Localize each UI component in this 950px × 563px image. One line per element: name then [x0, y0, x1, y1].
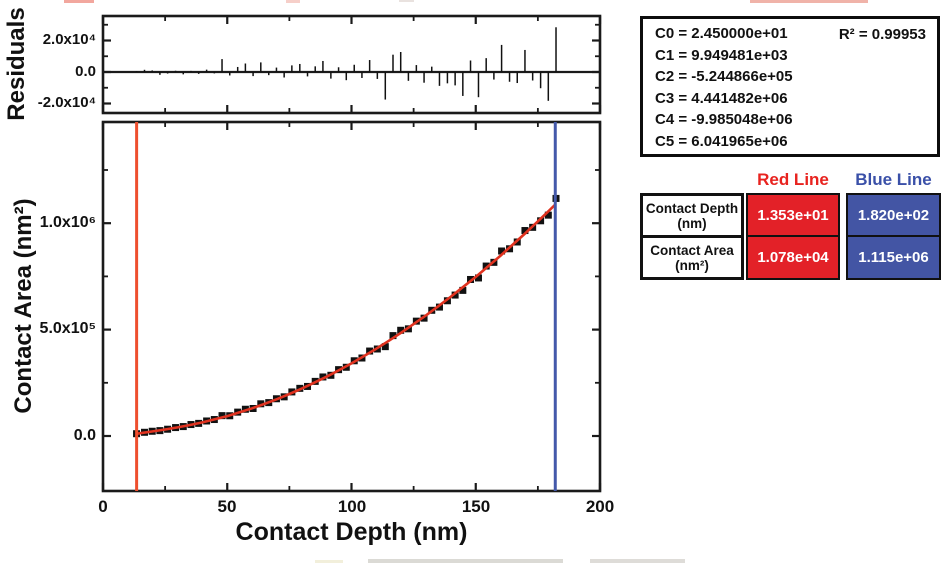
cropped-text-artifact	[286, 0, 300, 3]
cropped-text-artifact	[399, 0, 414, 2]
coefficient-c2: C2 = -5.244866e+05	[655, 68, 793, 85]
depth-x-tick-label: 100	[337, 497, 367, 516]
depth-x-tick-label: 150	[461, 497, 491, 516]
row-unit-text: (nm)	[677, 215, 707, 231]
blue-contact-depth-value: 1.820e+02	[846, 193, 941, 238]
red-contact-depth-value: 1.353e+01	[746, 193, 840, 238]
r-squared-value: R² = 0.99953	[838, 26, 926, 43]
blue-contact-area-value: 1.115e+06	[846, 235, 941, 280]
depth-x-tick-label: 50	[217, 497, 237, 516]
area-y-tick-label: 5.0x10⁵	[39, 320, 96, 337]
cropped-text-artifact	[368, 559, 563, 563]
row-unit-text: (nm²)	[675, 257, 709, 273]
residuals-y-tick-label: -2.0x10⁴	[37, 94, 96, 111]
coefficient-c3: C3 = 4.441482e+06	[655, 89, 788, 107]
red-line-column-header: Red Line	[757, 170, 829, 189]
cropped-text-artifact	[750, 0, 868, 3]
row-label-text: Contact Area	[650, 242, 734, 258]
fit-coefficients-box: C0 = 2.450000e+01 C1 = 9.949481e+03 C2 =…	[640, 16, 940, 157]
area-y-tick-label: 0.0	[73, 427, 96, 444]
coefficient-c5: C5 = 6.041965e+06	[655, 132, 788, 150]
depth-x-tick-label: 200	[585, 497, 615, 516]
coefficient-c0: C0 = 2.450000e+01	[655, 25, 788, 42]
x-axis-title: Contact Depth (nm)	[235, 518, 468, 546]
row-label-contact-area: Contact Area (nm²)	[640, 235, 744, 280]
cropped-text-artifact	[64, 0, 94, 3]
blue-line-column-header: Blue Line	[855, 170, 932, 189]
row-label-contact-depth: Contact Depth (nm)	[640, 193, 744, 238]
cropped-text-artifact	[315, 560, 343, 563]
depth-x-tick-label: 0	[98, 497, 108, 516]
residuals-y-tick-label: 2.0x10⁴	[42, 31, 96, 48]
red-contact-area-value: 1.078e+04	[746, 235, 840, 280]
area-y-tick-label: 1.0x10⁶	[39, 214, 96, 231]
residuals-y-tick-label: 0.0	[75, 63, 96, 80]
row-label-text: Contact Depth	[645, 200, 739, 216]
coefficient-c4: C4 = -9.985048e+06	[655, 111, 793, 128]
cropped-text-artifact	[590, 559, 685, 563]
coefficient-c1: C1 = 9.949481e+03	[655, 46, 788, 64]
